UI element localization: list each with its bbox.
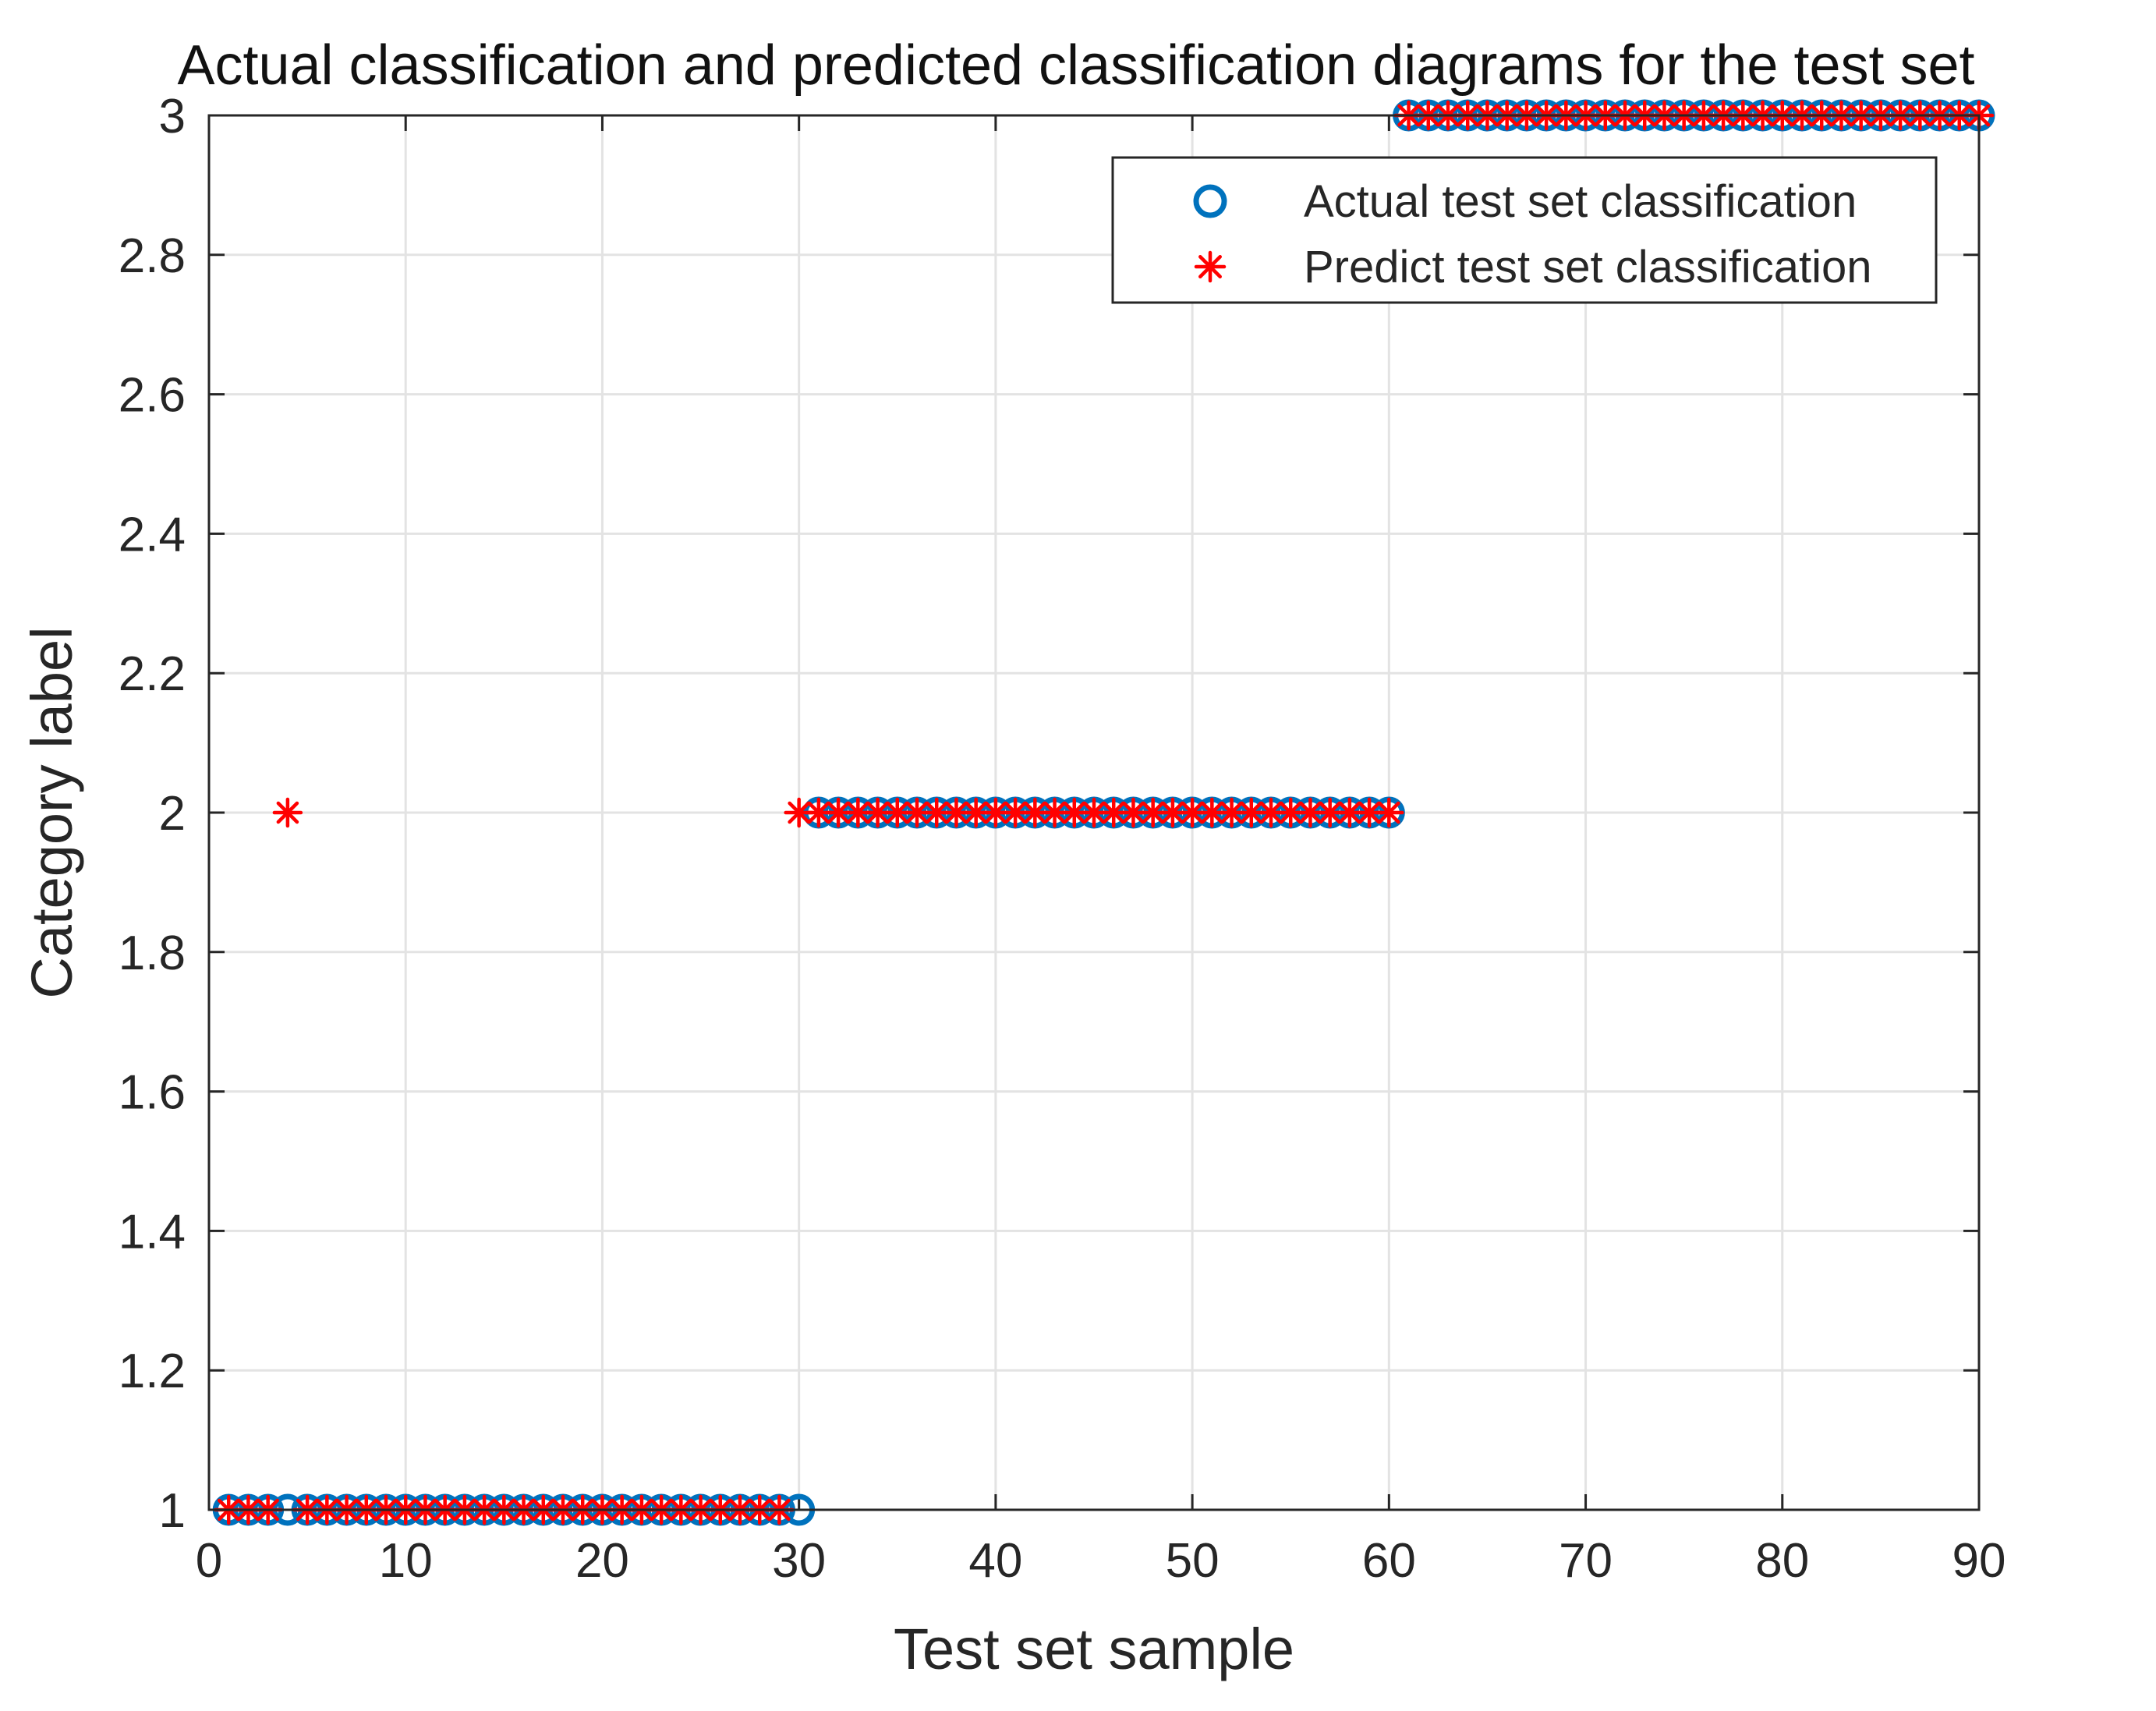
legend-marker-actual-circle-icon — [1193, 184, 1227, 218]
x-axis-label: Test set sample — [894, 1617, 1294, 1681]
predict-point — [823, 797, 854, 828]
predict-point — [1118, 797, 1149, 828]
x-tick-label: 60 — [1362, 1534, 1416, 1588]
x-tick-label: 70 — [1559, 1534, 1613, 1588]
y-tick-label: 1.6 — [119, 1066, 186, 1120]
chart-title: Actual classification and predicted clas… — [177, 34, 1974, 97]
y-tick-label: 2.6 — [119, 369, 186, 423]
predict-point — [1374, 797, 1404, 828]
y-tick-label: 1.2 — [119, 1344, 186, 1398]
predict-point — [1078, 797, 1110, 828]
y-tick-label: 2 — [159, 787, 186, 841]
legend-label-actual: Actual test set classification — [1304, 176, 1857, 227]
y-tick-label: 3 — [159, 90, 186, 143]
x-tick-label: 0 — [196, 1534, 222, 1588]
x-tick-label: 90 — [1952, 1534, 2006, 1588]
x-tick-label: 30 — [772, 1534, 826, 1588]
predict-point — [1275, 797, 1306, 828]
plot-area — [207, 99, 1995, 1526]
x-tick-label: 10 — [379, 1534, 433, 1588]
legend-asterisk-shape — [1194, 250, 1227, 283]
axes-box — [207, 114, 1981, 1511]
y-tick-label: 1.8 — [119, 926, 186, 980]
x-tick-label: 50 — [1166, 1534, 1220, 1588]
legend-label-predict: Predict test set classification — [1304, 242, 1872, 292]
x-tick-labels: 0 10 20 30 40 50 60 70 80 90 — [196, 1534, 2006, 1588]
y-tick-label: 2.8 — [119, 229, 186, 283]
legend-marker-predict-asterisk-icon — [1194, 250, 1227, 283]
y-tick-label: 2.2 — [119, 647, 186, 701]
predict-point — [784, 797, 814, 828]
x-tick-label: 80 — [1755, 1534, 1809, 1588]
predict-point — [941, 797, 972, 828]
y-axis-label: Category label — [19, 626, 84, 998]
legend: Actual test set classification Predict t… — [1111, 156, 1938, 304]
x-tick-label: 20 — [575, 1534, 629, 1588]
y-tick-label: 2.4 — [119, 508, 186, 561]
y-tick-label: 1 — [159, 1484, 186, 1538]
y-tick-label: 1.4 — [119, 1205, 186, 1259]
legend-box — [1111, 156, 1938, 304]
y-tick-labels: 1 1.2 1.4 1.6 1.8 2 2.2 2.4 2.6 2.8 3 — [119, 90, 186, 1538]
predict-point — [272, 797, 303, 828]
x-tick-label: 40 — [968, 1534, 1022, 1588]
predict-point — [1255, 797, 1287, 828]
predict-point — [1020, 797, 1050, 828]
predict-point — [1039, 797, 1070, 828]
